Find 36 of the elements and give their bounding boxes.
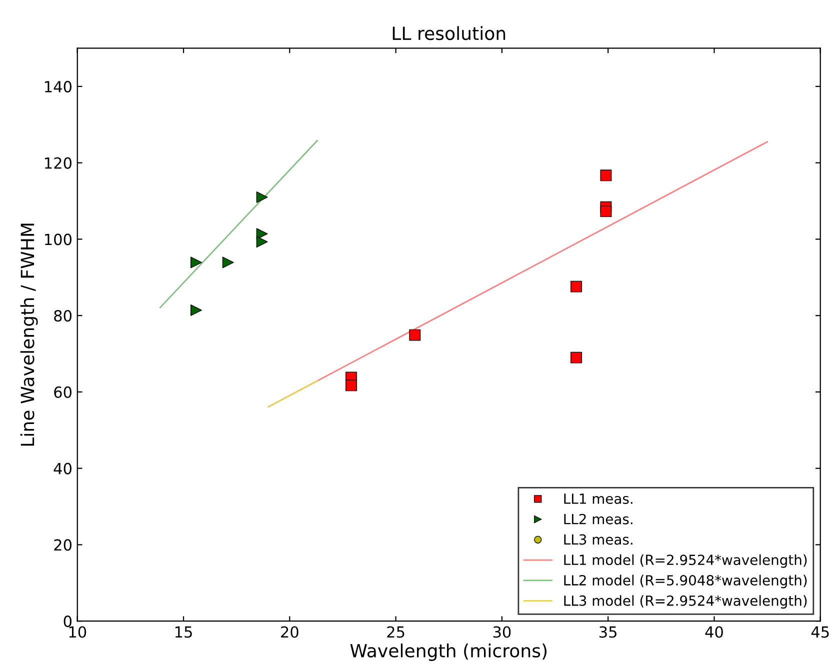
y-tick-label: 140: [45, 80, 72, 92]
legend-label: LL3 meas.: [564, 534, 632, 545]
legend-label: LL2 model (R=5.9048*wavelength): [564, 574, 807, 588]
legend-label: LL2 meas.: [564, 514, 632, 524]
point: [345, 380, 357, 392]
point: [570, 280, 582, 292]
x-tick-label: 15: [175, 626, 192, 638]
x-tick-label: 20: [281, 626, 298, 638]
y-tick-label: 40: [54, 462, 72, 474]
point: [222, 256, 234, 268]
x-tick-label: 25: [387, 626, 404, 638]
y-tick-label: 120: [45, 157, 72, 169]
y-tick-label: 100: [45, 234, 72, 246]
x-tick-label: 30: [493, 626, 511, 638]
x-axis-title: Wavelength (microns): [350, 644, 547, 661]
point: [190, 256, 202, 268]
y-tick-label: 80: [54, 310, 72, 322]
y-tick-label: 0: [64, 616, 72, 628]
y-tick-label: 60: [54, 386, 72, 398]
x-tick-label: 45: [811, 626, 829, 638]
legend-label: LL1 meas.: [564, 494, 632, 504]
point: [570, 352, 582, 364]
point: [409, 329, 421, 341]
x-tick-label: 35: [600, 626, 616, 638]
point: [190, 304, 202, 316]
point: [600, 170, 612, 182]
point: [256, 236, 268, 248]
legend-label: LL3 model (R=2.9524*wavelength): [564, 595, 807, 609]
x-tick-label: 40: [705, 626, 723, 638]
point: [600, 206, 612, 218]
point: [256, 191, 268, 203]
chart-title: LL resolution: [392, 26, 506, 40]
y-axis-title: Line Wavelength / FWHM: [20, 224, 38, 446]
legend-label: LL1 model (R=2.9524*wavelength): [564, 554, 807, 568]
y-tick-label: 20: [54, 539, 72, 551]
x-tick-label: 10: [69, 626, 86, 638]
